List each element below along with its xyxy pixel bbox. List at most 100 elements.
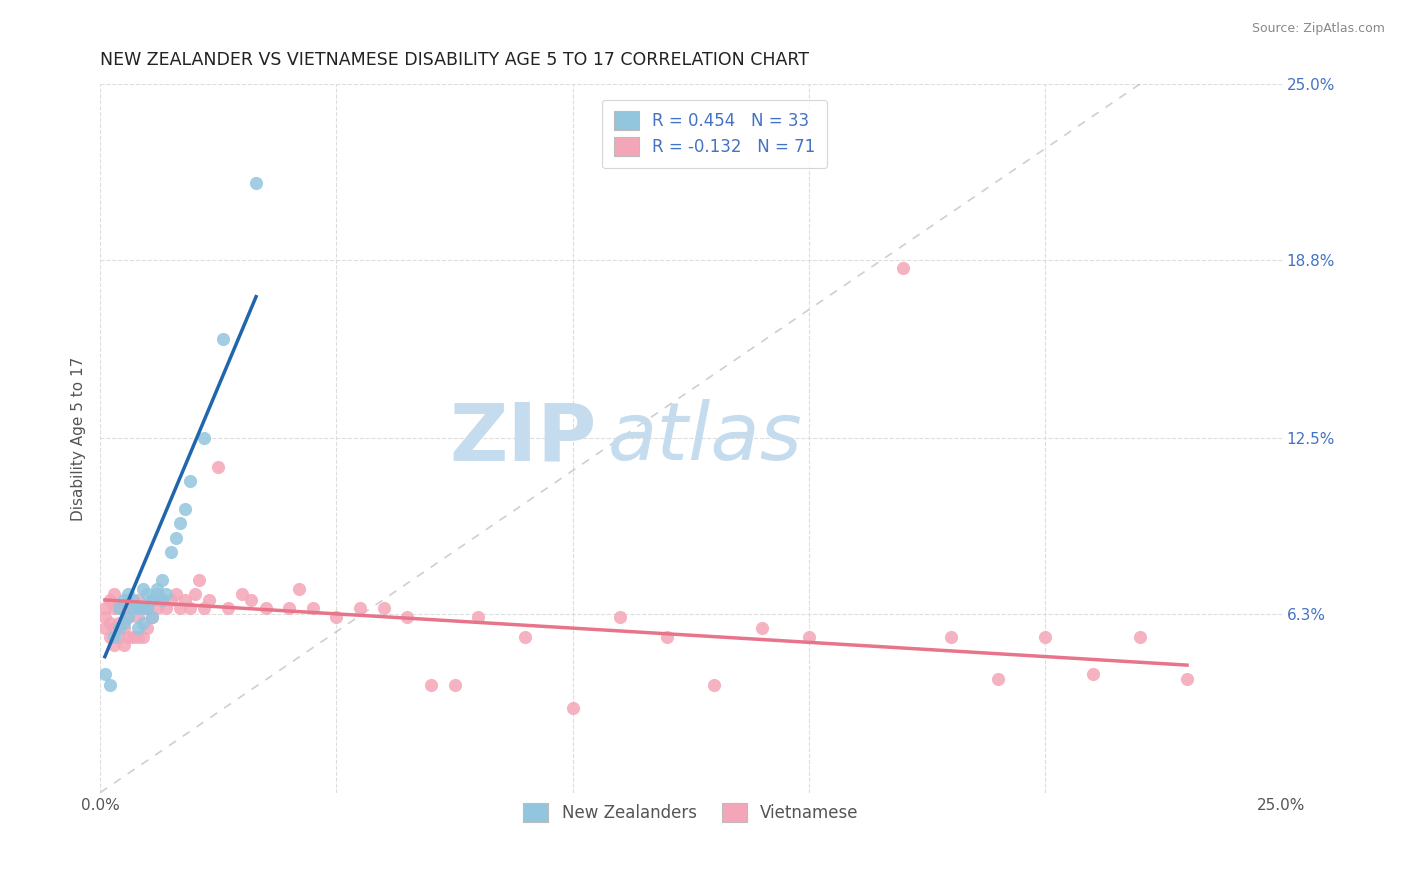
Point <box>217 601 239 615</box>
Point <box>94 601 117 615</box>
Point <box>183 587 205 601</box>
Point <box>112 621 135 635</box>
Point <box>188 573 211 587</box>
Point <box>141 593 163 607</box>
Point <box>98 615 121 630</box>
Point <box>751 621 773 635</box>
Point <box>657 630 679 644</box>
Point <box>122 601 145 615</box>
Point <box>349 601 371 615</box>
Point <box>150 593 173 607</box>
Point <box>98 630 121 644</box>
Point <box>146 582 169 596</box>
Point <box>419 678 441 692</box>
Point <box>231 587 253 601</box>
Point <box>136 587 159 601</box>
Point <box>136 601 159 615</box>
Point <box>179 601 201 615</box>
Point <box>141 610 163 624</box>
Point <box>112 601 135 615</box>
Point <box>165 531 187 545</box>
Point <box>1033 630 1056 644</box>
Point <box>103 621 125 635</box>
Point <box>98 678 121 692</box>
Point <box>131 582 153 596</box>
Point <box>117 593 139 607</box>
Point <box>146 587 169 601</box>
Point <box>98 593 121 607</box>
Point <box>254 601 277 615</box>
Point <box>939 630 962 644</box>
Point <box>373 601 395 615</box>
Point <box>160 593 183 607</box>
Point <box>127 621 149 635</box>
Point <box>207 459 229 474</box>
Point <box>155 587 177 601</box>
Point <box>169 516 191 531</box>
Point <box>103 587 125 601</box>
Point <box>131 630 153 644</box>
Point <box>117 630 139 644</box>
Point <box>193 431 215 445</box>
Point <box>703 678 725 692</box>
Point <box>155 601 177 615</box>
Point <box>179 474 201 488</box>
Point <box>103 630 125 644</box>
Point <box>150 593 173 607</box>
Point <box>198 593 221 607</box>
Point <box>94 621 117 635</box>
Text: atlas: atlas <box>609 400 803 477</box>
Text: NEW ZEALANDER VS VIETNAMESE DISABILITY AGE 5 TO 17 CORRELATION CHART: NEW ZEALANDER VS VIETNAMESE DISABILITY A… <box>100 51 808 69</box>
Point <box>212 332 235 346</box>
Point <box>278 601 301 615</box>
Point <box>797 630 820 644</box>
Point <box>160 545 183 559</box>
Point <box>245 177 267 191</box>
Point <box>112 615 135 630</box>
Point <box>193 601 215 615</box>
Point <box>94 610 117 624</box>
Point <box>131 601 153 615</box>
Point <box>131 601 153 615</box>
Legend: New Zealanders, Vietnamese: New Zealanders, Vietnamese <box>512 791 870 834</box>
Point <box>127 610 149 624</box>
Point <box>122 601 145 615</box>
Point <box>1129 630 1152 644</box>
Point <box>127 630 149 644</box>
Point <box>240 593 263 607</box>
Point <box>136 601 159 615</box>
Point <box>117 610 139 624</box>
Point <box>169 601 191 615</box>
Point <box>443 678 465 692</box>
Point <box>112 593 135 607</box>
Point <box>108 601 131 615</box>
Point <box>893 261 915 276</box>
Text: ZIP: ZIP <box>449 400 596 477</box>
Point <box>396 610 419 624</box>
Point <box>174 502 197 516</box>
Point <box>117 610 139 624</box>
Text: Source: ZipAtlas.com: Source: ZipAtlas.com <box>1251 22 1385 36</box>
Point <box>467 610 489 624</box>
Point <box>127 593 149 607</box>
Point <box>94 666 117 681</box>
Point <box>127 601 149 615</box>
Point <box>150 573 173 587</box>
Point <box>131 615 153 630</box>
Point <box>174 593 197 607</box>
Point <box>141 610 163 624</box>
Y-axis label: Disability Age 5 to 17: Disability Age 5 to 17 <box>72 356 86 521</box>
Point <box>609 610 631 624</box>
Point <box>287 582 309 596</box>
Point <box>1175 673 1198 687</box>
Point <box>141 593 163 607</box>
Point <box>117 587 139 601</box>
Point <box>325 610 347 624</box>
Point <box>108 621 131 635</box>
Point <box>108 615 131 630</box>
Point <box>165 587 187 601</box>
Point <box>301 601 323 615</box>
Point <box>1081 666 1104 681</box>
Point <box>108 601 131 615</box>
Point <box>146 601 169 615</box>
